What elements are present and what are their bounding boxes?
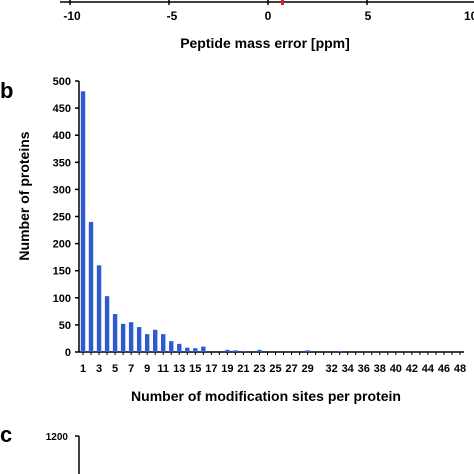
- bar-3: [96, 265, 102, 352]
- x-tick-label: 23: [253, 363, 265, 375]
- x-tick-label: 13: [173, 363, 185, 375]
- y-tick-label: 200: [53, 239, 71, 251]
- y-ticks: 0 50 100 150 200 250 300 350 400 450 500: [53, 76, 79, 359]
- top-x-tick-label: 10: [464, 9, 474, 23]
- x-tick-label: 17: [205, 363, 217, 375]
- top-x-tick-label: 0: [265, 9, 272, 23]
- x-tick-label: 29: [301, 363, 313, 375]
- bar-16: [201, 346, 206, 352]
- y-tick-label: 300: [53, 184, 71, 196]
- bar-23: [257, 349, 262, 352]
- top-x-axis-label: Peptide mass error [ppm]: [180, 35, 350, 51]
- panel-b-letter: b: [0, 78, 13, 103]
- bar-1: [80, 91, 86, 352]
- top-panel: -10 -5 0 5 10 Peptide mass error [ppm]: [60, 0, 474, 51]
- x-tick-label: 25: [269, 363, 281, 375]
- x-tick-label: 34: [342, 363, 355, 375]
- top-red-marker: [281, 0, 284, 5]
- bar-2: [88, 221, 94, 352]
- x-tick-label: 21: [237, 363, 249, 375]
- x-tick-label: 36: [358, 363, 370, 375]
- bar-13: [177, 343, 182, 352]
- bar-11: [161, 334, 166, 352]
- y-tick-label: 150: [53, 266, 71, 278]
- x-tick-label: 32: [326, 363, 338, 375]
- bar-21: [241, 350, 246, 352]
- y-tick-label: 0: [65, 347, 71, 359]
- bar-20: [233, 350, 238, 352]
- y-tick-label: 400: [53, 130, 71, 142]
- bar-9: [144, 334, 150, 352]
- x-tick-label: 42: [406, 363, 418, 375]
- bar-12: [169, 341, 174, 352]
- x-tick-label: 15: [189, 363, 201, 375]
- bar-6: [120, 323, 126, 352]
- x-tick-label: 48: [454, 363, 466, 375]
- bar-29: [305, 350, 310, 352]
- x-tick-label: 27: [285, 363, 297, 375]
- x-tick-label: 40: [390, 363, 402, 375]
- bar-4: [104, 296, 110, 352]
- top-x-tick-label: -5: [167, 9, 178, 23]
- y-tick-label: 50: [59, 320, 71, 332]
- x-tick-label: 5: [112, 363, 118, 375]
- y-tick-label: 450: [53, 103, 71, 115]
- bar-15: [193, 348, 198, 352]
- x-tick-label: 19: [221, 363, 233, 375]
- y-tick-label: 500: [53, 76, 71, 88]
- bar-10: [152, 329, 158, 352]
- bar-14: [185, 347, 190, 352]
- x-tick-label: 11: [157, 363, 169, 375]
- x-tick-label: 46: [438, 363, 450, 375]
- y-axis-label: Number of proteins: [16, 131, 32, 260]
- x-tick-label: 44: [422, 363, 435, 375]
- panel-c-letter: c: [0, 422, 12, 447]
- top-x-tick-label: 5: [365, 9, 372, 23]
- x-tick-label: 3: [96, 363, 102, 375]
- x-tick-label: 7: [128, 363, 134, 375]
- y-tick-label: 250: [53, 212, 71, 224]
- x-tick-label: 38: [374, 363, 386, 375]
- top-x-tick-label: -10: [63, 9, 81, 23]
- y-tick-label: 350: [53, 157, 71, 169]
- bar-19: [225, 349, 230, 352]
- x-ticks: 1 3 5 7 9 11 13 15 17 19 21 23 25 27 29 32 34 36 38 40 42 44 4…: [80, 352, 466, 375]
- bar-33: [337, 350, 342, 352]
- x-tick-label: 1: [80, 363, 86, 375]
- y-tick-label: 100: [53, 293, 71, 305]
- x-tick-label: 9: [144, 363, 150, 375]
- bar-7: [128, 322, 134, 352]
- panel-c-y-tick-label: 1200: [46, 432, 69, 443]
- bars: [80, 91, 342, 352]
- bar-8: [136, 327, 142, 352]
- x-axis-label: Number of modification sites per protein: [131, 388, 401, 404]
- bar-5: [112, 314, 118, 352]
